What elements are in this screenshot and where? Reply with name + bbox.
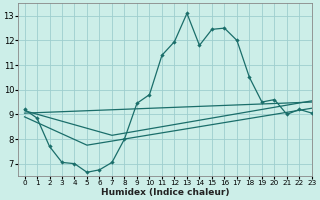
X-axis label: Humidex (Indice chaleur): Humidex (Indice chaleur) [101, 188, 229, 197]
